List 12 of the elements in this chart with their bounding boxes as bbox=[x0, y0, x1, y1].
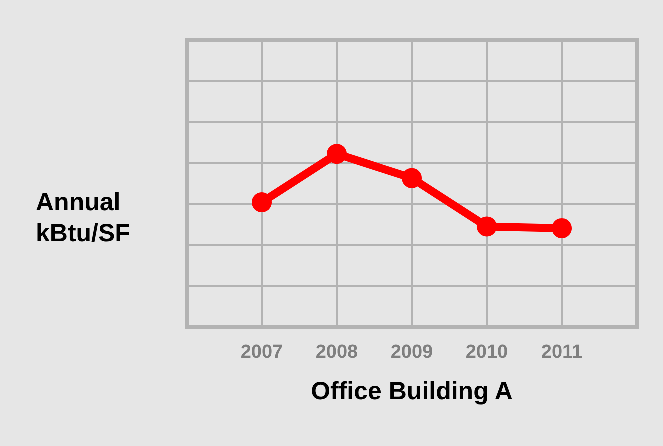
y-axis-title: Annual kBtu/SF bbox=[36, 188, 130, 248]
x-tick-label: 2010 bbox=[466, 342, 508, 363]
x-tick-label: 2009 bbox=[390, 342, 434, 363]
x-tick-label: 2008 bbox=[316, 342, 358, 363]
point bbox=[552, 218, 572, 238]
x-axis-title: Office Building A bbox=[311, 378, 513, 406]
x-tick-label: 2011 bbox=[541, 342, 584, 363]
point bbox=[402, 168, 422, 188]
x-tick-label: 2007 bbox=[240, 342, 284, 363]
point bbox=[252, 192, 272, 213]
point bbox=[477, 216, 497, 237]
point bbox=[327, 144, 347, 164]
